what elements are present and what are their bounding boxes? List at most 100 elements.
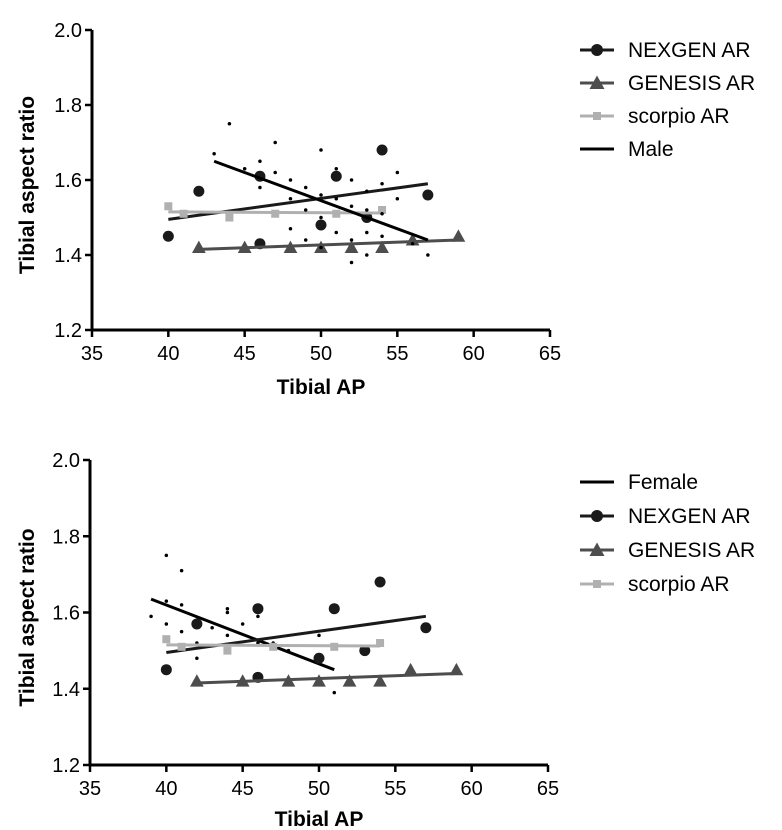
y-axis-title: Tibial aspect ratio — [16, 96, 39, 274]
data-point — [303, 238, 308, 242]
y-tick-label: 1.4 — [52, 679, 80, 701]
data-point — [179, 568, 184, 573]
y-tick-label: 1.6 — [54, 170, 82, 192]
data-point — [223, 646, 232, 655]
data-point — [193, 185, 205, 197]
data-point — [334, 167, 339, 171]
x-tick-label: 45 — [234, 343, 256, 365]
fit-line — [198, 238, 459, 251]
data-point — [191, 618, 203, 630]
data-point — [273, 170, 277, 175]
series-scorpio-ar — [162, 635, 385, 655]
data-point — [225, 610, 230, 615]
data-point — [177, 642, 186, 651]
series-male — [212, 122, 430, 265]
data-point — [330, 170, 342, 182]
fit-line — [150, 597, 335, 672]
x-tick-label: 35 — [79, 778, 101, 800]
legend-label: NEXGEN AR — [628, 39, 751, 62]
data-point — [375, 240, 389, 253]
data-point — [240, 622, 245, 626]
legend: Female NEXGEN AR GENESIS AR scorpio AR — [580, 471, 755, 596]
data-point — [422, 189, 434, 201]
data-point — [149, 614, 153, 619]
data-point — [212, 152, 216, 156]
y-tick-label: 1.4 — [54, 245, 82, 267]
data-point — [313, 652, 325, 664]
data-point — [252, 603, 264, 615]
x-tick-label: 60 — [463, 343, 485, 365]
data-point — [395, 197, 400, 201]
data-point — [426, 253, 430, 257]
data-point — [349, 260, 354, 265]
legend-item-female: Female — [580, 471, 698, 494]
legend-marker — [589, 542, 605, 556]
legend-marker — [593, 580, 601, 588]
data-point — [164, 202, 173, 211]
x-tick-label: 35 — [81, 343, 103, 365]
data-point — [160, 664, 172, 676]
data-point — [273, 140, 277, 145]
legend-item-genesis-ar: GENESIS AR — [580, 539, 755, 562]
data-point — [334, 230, 339, 235]
legend-item-nexgen-ar: NEXGEN AR — [580, 505, 751, 528]
x-tick-label: 65 — [537, 778, 559, 800]
fit-line — [168, 210, 383, 215]
data-point — [242, 167, 247, 171]
legend-marker — [593, 112, 601, 120]
data-point — [288, 197, 293, 201]
data-point — [195, 656, 199, 660]
data-point — [410, 242, 415, 246]
x-tick-label: 55 — [384, 778, 406, 800]
data-point — [365, 253, 369, 257]
y-tick-label: 2.0 — [52, 450, 80, 472]
data-point — [380, 234, 384, 238]
data-point — [373, 674, 387, 687]
data-point — [164, 622, 169, 626]
legend-label: GENESIS AR — [628, 539, 755, 562]
series-nexgen-ar — [162, 144, 434, 250]
data-point — [365, 189, 369, 193]
data-point — [179, 209, 188, 218]
data-point — [344, 240, 359, 253]
y-tick-label: 2.0 — [54, 20, 82, 42]
data-point — [374, 576, 386, 588]
data-point — [164, 599, 169, 603]
data-point — [312, 674, 326, 687]
data-point — [179, 629, 184, 634]
x-tick-label: 40 — [155, 778, 177, 800]
data-point — [334, 197, 339, 201]
legend-item-male: Male — [580, 138, 674, 161]
data-point — [349, 178, 354, 182]
legend-marker — [591, 510, 603, 522]
data-point — [319, 215, 323, 220]
legend-item-genesis-ar: GENESIS AR — [580, 72, 755, 95]
data-point — [179, 603, 184, 607]
data-point — [380, 182, 384, 186]
legend-marker — [589, 75, 605, 89]
fit-line — [166, 643, 381, 648]
data-point — [189, 674, 204, 687]
legend-label: scorpio AR — [628, 573, 730, 596]
chart-panel-2: 35 40 45 50 55 60 65 1.2 1.4 1.6 1.8 2.0 Tibial AP Ti… — [16, 450, 755, 830]
y-tick-label: 1.2 — [52, 755, 80, 777]
legend-label: NEXGEN AR — [628, 505, 751, 528]
series-female — [149, 553, 337, 695]
x-tick-label: 60 — [461, 778, 483, 800]
data-point — [225, 606, 230, 611]
data-point — [164, 553, 169, 558]
y-tick-label: 1.2 — [54, 320, 82, 342]
data-point — [162, 230, 174, 242]
legend-item-scorpio-ar: scorpio AR — [580, 105, 730, 128]
data-point — [315, 219, 327, 231]
series-genesis-ar — [189, 662, 464, 687]
data-point — [342, 674, 357, 687]
series-genesis-ar — [191, 229, 466, 253]
legend-item-scorpio-ar: scorpio AR — [580, 573, 730, 596]
x-tick-label: 65 — [539, 343, 561, 365]
data-point — [317, 633, 321, 638]
x-tick-label: 50 — [310, 343, 332, 365]
data-point — [365, 208, 369, 212]
series-nexgen-ar — [160, 576, 432, 683]
data-point — [227, 122, 232, 126]
